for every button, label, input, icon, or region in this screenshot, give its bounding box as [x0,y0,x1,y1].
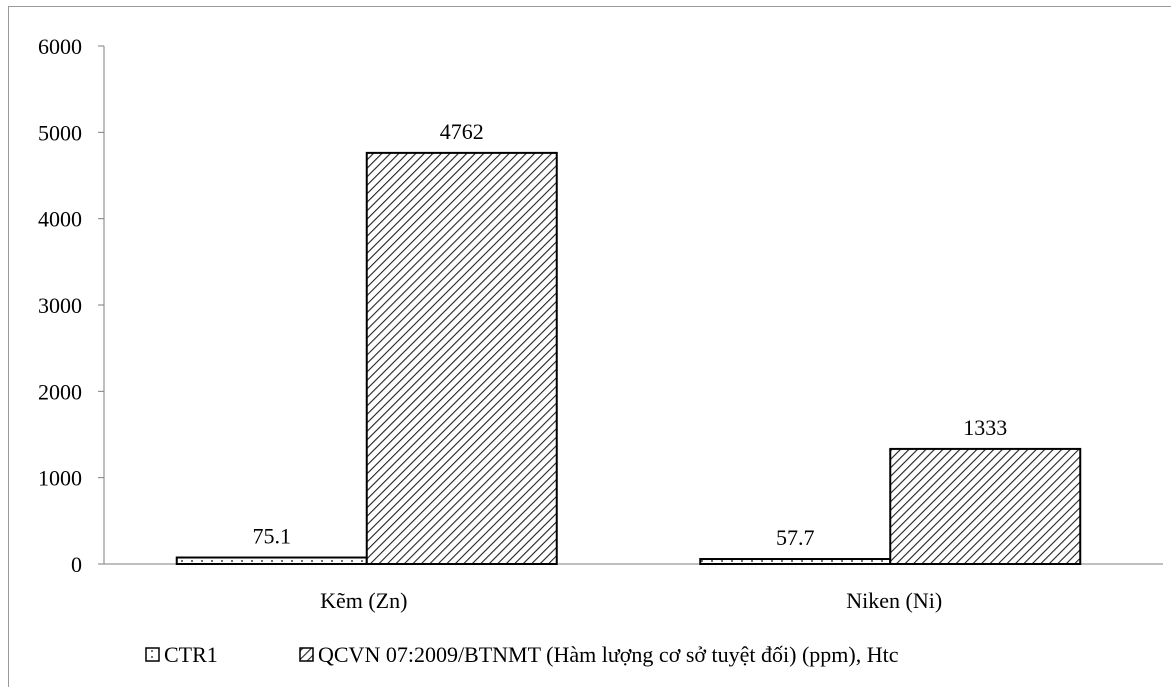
bar-qcvn-zn [365,151,558,565]
y-tick-label: 5000 [38,120,82,145]
y-tick-label: 6000 [38,34,82,59]
y-tick-label: 1000 [38,466,82,491]
data-label: 4762 [440,119,484,144]
y-tick-label: 3000 [38,293,82,318]
data-label: 1333 [963,415,1007,440]
chart-frame [8,6,1171,687]
bar-qcvn-ni [889,447,1082,565]
bar-ctr1-zn [175,556,368,565]
y-tick-label: 4000 [38,207,82,232]
data-label: 75.1 [253,524,292,549]
legend-label: CTR1 [164,642,218,667]
y-axis: 0 1000 2000 3000 4000 5000 6000 [38,34,105,577]
bars [175,151,1082,565]
category-labels: Kẽm (Zn) Niken (Ni) [320,588,942,613]
bar-ctr1-ni [699,558,892,565]
legend-swatch [145,647,160,662]
legend-swatch [299,647,314,662]
category-label: Kẽm (Zn) [320,588,407,613]
category-label: Niken (Ni) [846,588,942,613]
y-tick-label: 2000 [38,379,82,404]
legend-label: QCVN 07:2009/BTNMT (Hàm lượng cơ sở tuyệ… [318,642,899,667]
data-labels: 75.1 4762 57.7 1333 [253,119,1008,550]
data-label: 57.7 [776,525,815,550]
legend: CTR1 QCVN 07:2009/BTNMT (Hàm lượng cơ sở … [145,642,899,667]
y-tick-label: 0 [71,552,82,577]
